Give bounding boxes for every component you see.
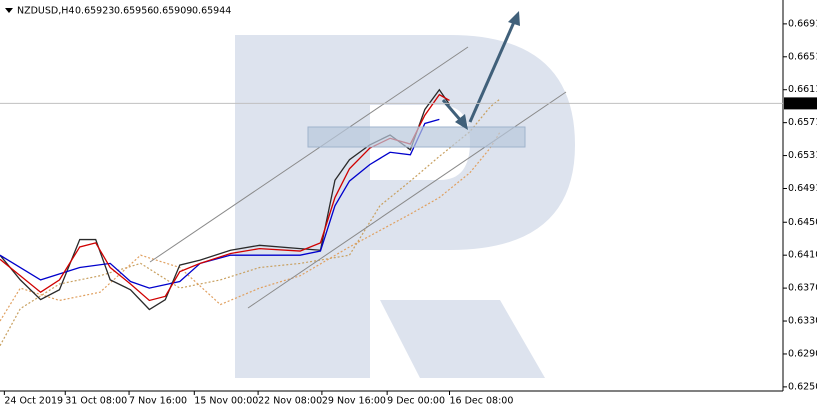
x-tick-label: 24 Oct 2019 (4, 396, 63, 407)
x-tick-label: 31 Oct 08:00 (65, 396, 127, 407)
x-tick-label: 22 Nov 08:00 (258, 396, 322, 407)
y-tick-label: 0.66110 (788, 84, 817, 95)
cloud-line (0, 98, 501, 347)
high-price: 0.65956 (114, 6, 153, 17)
y-tick-label: 0.65710 (788, 117, 817, 128)
x-tick-label: 7 Nov 16:00 (129, 396, 187, 407)
y-tick-label: 0.63300 (788, 316, 817, 327)
y-tick-label: 0.63700 (788, 283, 817, 294)
cloud-line (0, 131, 501, 322)
low-price: 0.65909 (153, 6, 192, 17)
close-price: 0.65944 (192, 6, 231, 17)
y-tick-label: 0.64100 (788, 250, 817, 261)
x-tick-label: 9 Dec 00:00 (387, 396, 445, 407)
y-tick-label: 0.66510 (788, 51, 817, 62)
x-tick-label: 15 Nov 00:00 (194, 396, 258, 407)
y-tick-label: 0.62500 (788, 381, 817, 392)
y-tick-label: 0.64500 (788, 217, 817, 228)
support-zone (307, 126, 526, 148)
y-tick-label: 0.66910 (788, 18, 817, 29)
y-tick-label: 0.64910 (788, 183, 817, 194)
y-tick-label: 0.62900 (788, 348, 817, 359)
price-line (0, 118, 440, 289)
x-tick-label: 29 Nov 16:00 (322, 396, 386, 407)
y-tick-label: 0.65310 (788, 150, 817, 161)
symbol-title: NZDUSD,H4 (17, 6, 74, 17)
x-tick-label: 16 Dec 08:00 (450, 396, 514, 407)
watermark (235, 35, 575, 378)
menu-triangle (5, 8, 13, 13)
open-price: 0.65923 (75, 6, 114, 17)
last-price-label: 0.65944 (786, 98, 817, 109)
last-price-box (784, 97, 817, 110)
channel-line (149, 46, 469, 263)
